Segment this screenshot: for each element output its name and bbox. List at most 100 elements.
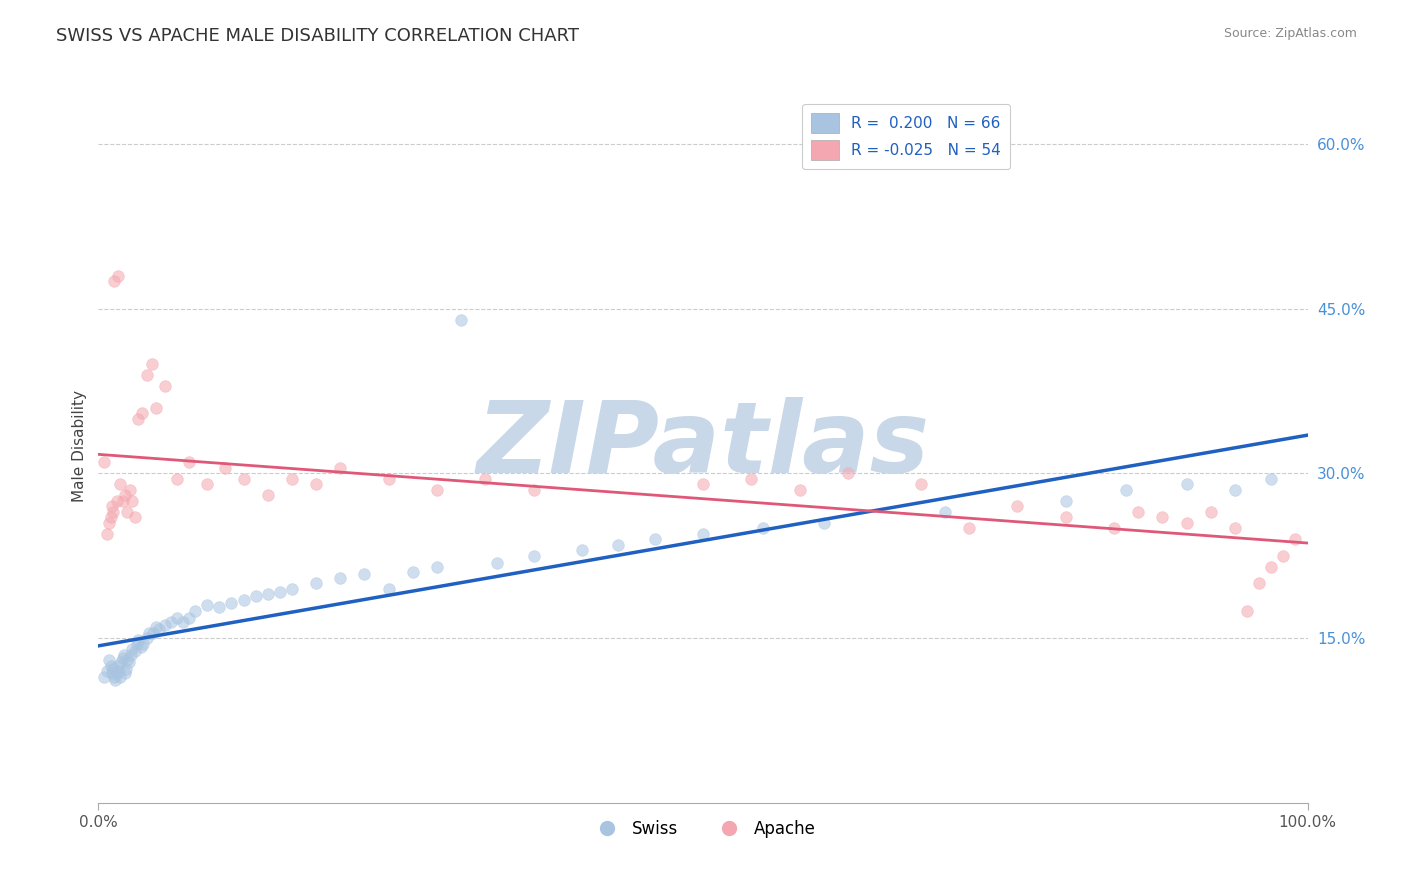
Point: [111, 494, 134, 508]
Point: [195, 477, 218, 491]
Point: [1249, 576, 1271, 591]
Point: [232, 472, 254, 486]
Point: [1175, 516, 1198, 530]
Point: [112, 648, 135, 662]
Point: [256, 488, 278, 502]
Point: [523, 549, 546, 563]
Point: [305, 576, 328, 591]
Point: [644, 533, 666, 547]
Point: [179, 455, 201, 469]
Point: [232, 592, 254, 607]
Point: [103, 669, 125, 683]
Point: [1199, 505, 1222, 519]
Point: [101, 505, 124, 519]
Point: [138, 625, 160, 640]
Point: [96, 664, 118, 678]
Point: [114, 488, 136, 502]
Point: [100, 500, 122, 514]
Point: [934, 505, 956, 519]
Point: [121, 494, 143, 508]
Point: [153, 378, 176, 392]
Point: [115, 662, 138, 676]
Point: [100, 510, 122, 524]
Point: [121, 642, 143, 657]
Point: [329, 461, 352, 475]
Point: [1260, 559, 1282, 574]
Point: [1102, 521, 1125, 535]
Point: [329, 571, 352, 585]
Point: [426, 559, 449, 574]
Point: [607, 538, 630, 552]
Point: [789, 483, 811, 497]
Point: [214, 461, 236, 475]
Point: [1054, 510, 1077, 524]
Point: [377, 582, 399, 596]
Point: [221, 596, 243, 610]
Point: [281, 472, 304, 486]
Point: [100, 666, 122, 681]
Point: [450, 312, 472, 326]
Point: [127, 633, 149, 648]
Point: [813, 516, 835, 530]
Point: [124, 510, 146, 524]
Point: [96, 526, 118, 541]
Point: [1223, 521, 1246, 535]
Point: [132, 637, 155, 651]
Point: [129, 640, 152, 654]
Point: [281, 582, 304, 596]
Point: [692, 526, 714, 541]
Point: [1223, 483, 1246, 497]
Point: [105, 666, 128, 681]
Point: [166, 472, 188, 486]
Point: [1128, 505, 1150, 519]
Point: [101, 662, 124, 676]
Point: [184, 604, 207, 618]
Text: SWISS VS APACHE MALE DISABILITY CORRELATION CHART: SWISS VS APACHE MALE DISABILITY CORRELAT…: [56, 27, 579, 45]
Point: [160, 615, 183, 629]
Text: ZIPatlas: ZIPatlas: [477, 398, 929, 494]
Point: [117, 653, 139, 667]
Point: [108, 669, 131, 683]
Point: [98, 516, 121, 530]
Point: [145, 401, 167, 415]
Point: [195, 598, 218, 612]
Point: [110, 655, 132, 669]
Point: [108, 477, 131, 491]
Point: [131, 406, 153, 420]
Point: [135, 368, 157, 382]
Point: [269, 585, 291, 599]
Point: [127, 411, 149, 425]
Point: [172, 615, 194, 629]
Point: [1054, 494, 1077, 508]
Point: [1007, 500, 1029, 514]
Legend: Swiss, Apache: Swiss, Apache: [583, 814, 823, 845]
Point: [426, 483, 449, 497]
Point: [1236, 604, 1258, 618]
Point: [141, 357, 163, 371]
Point: [256, 587, 278, 601]
Point: [740, 472, 762, 486]
Point: [118, 483, 141, 497]
Point: [124, 644, 146, 658]
Point: [118, 655, 141, 669]
Point: [142, 625, 165, 640]
Point: [166, 611, 188, 625]
Point: [571, 543, 593, 558]
Point: [179, 611, 201, 625]
Point: [402, 566, 425, 580]
Point: [486, 557, 509, 571]
Point: [145, 620, 167, 634]
Point: [135, 631, 157, 645]
Point: [108, 664, 131, 678]
Point: [523, 483, 546, 497]
Point: [245, 590, 267, 604]
Point: [148, 623, 170, 637]
Point: [305, 477, 328, 491]
Point: [103, 274, 125, 288]
Point: [1115, 483, 1137, 497]
Point: [208, 600, 231, 615]
Point: [1260, 472, 1282, 486]
Point: [1284, 533, 1306, 547]
Point: [93, 669, 115, 683]
Point: [957, 521, 980, 535]
